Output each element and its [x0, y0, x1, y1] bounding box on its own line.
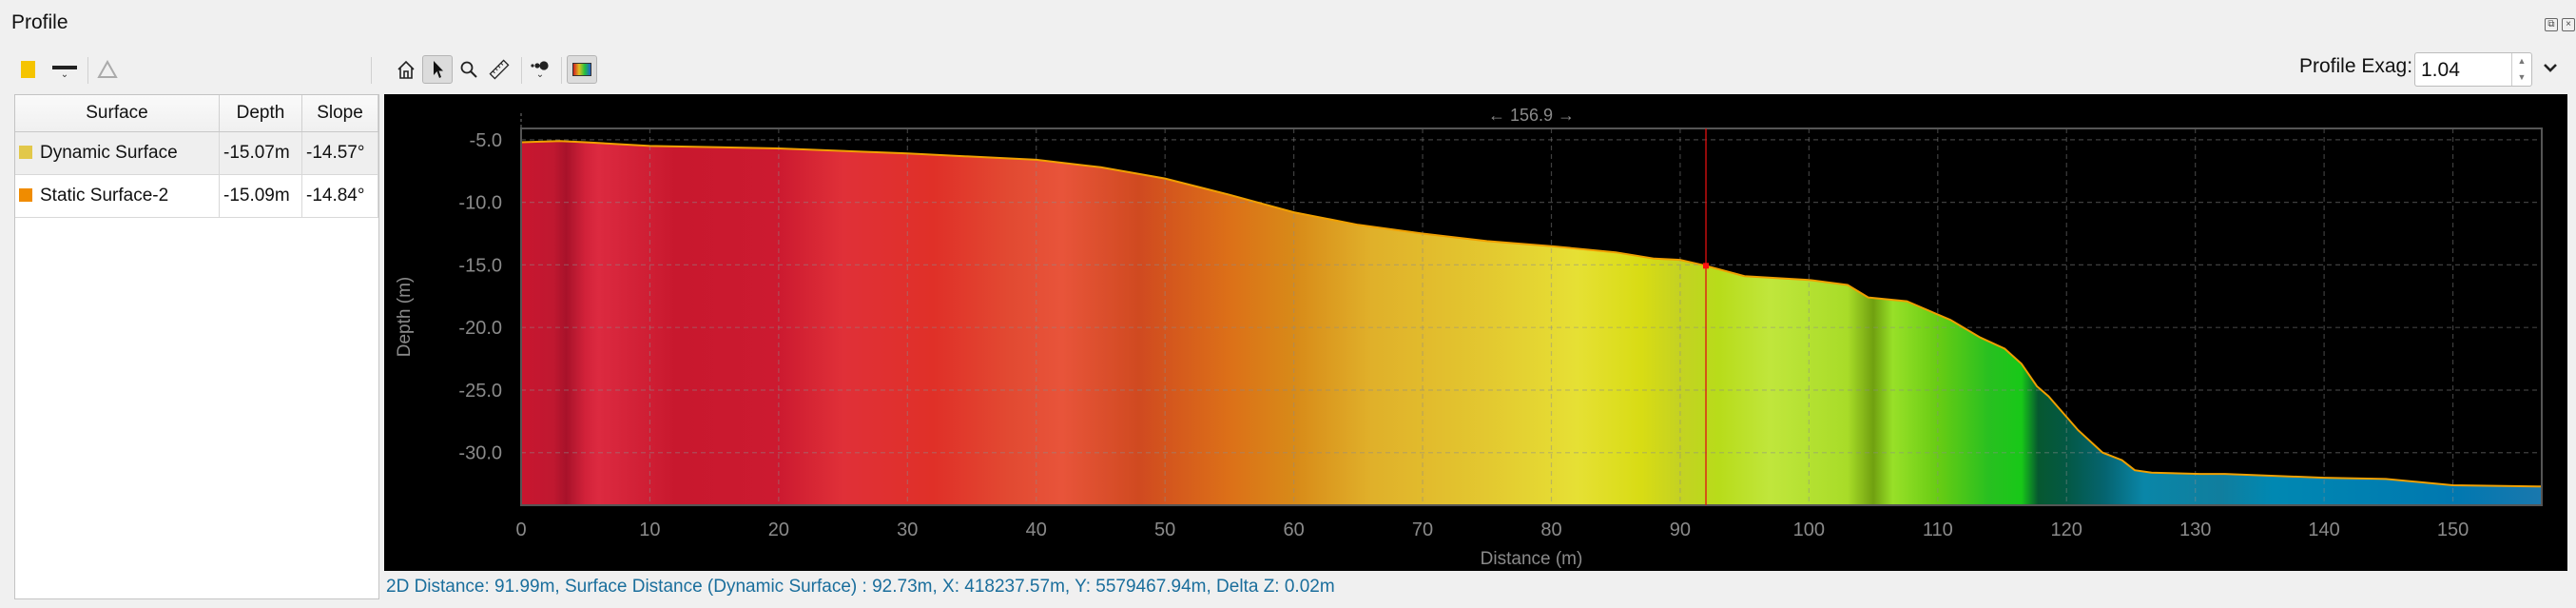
x-tick-label: 10 [639, 520, 660, 540]
line-style-icon [52, 65, 77, 69]
y-tick-label: -5.0 [470, 130, 502, 151]
column-header-surface[interactable]: Surface [15, 95, 220, 132]
profile-chart-svg[interactable]: 0 10 20 30 40 50 60 70 80 90 100 110 120 130 140 150 -5.… [384, 94, 2567, 571]
x-tick-label: 80 [1540, 520, 1561, 540]
pointer-icon [434, 61, 443, 78]
options-dropdown[interactable] [2541, 53, 2562, 82]
surface-name: Dynamic Surface [40, 143, 178, 163]
panel-title: Profile [11, 11, 68, 33]
x-tick-label: 90 [1670, 520, 1691, 540]
profile-line [520, 140, 2543, 488]
x-tick-label: 30 [897, 520, 918, 540]
depth-cell: -15.07m [219, 131, 302, 175]
x-tick-label: 60 [1283, 520, 1304, 540]
depth-cell: -15.09m [219, 174, 302, 218]
color-swatch-button[interactable] [17, 55, 38, 84]
x-tick-label: 110 [1923, 520, 1953, 540]
profile-exag-spinbox[interactable]: 1.04 ▲ ▼ [2414, 52, 2532, 87]
zoom-icon [460, 61, 477, 78]
x-tick-label: 50 [1154, 520, 1175, 540]
table-row[interactable]: Static Surface-2 -15.09m -14.84° [15, 174, 378, 218]
surface-color-swatch [19, 188, 32, 202]
profile-area [521, 141, 2542, 505]
ruler-button[interactable] [487, 55, 512, 84]
y-axis-label: Depth (m) [395, 277, 415, 357]
surface-cell: Static Surface-2 [15, 174, 220, 218]
spin-up-icon[interactable]: ▲ [2511, 53, 2531, 69]
table-header: Surface Depth Slope [15, 95, 378, 132]
colormap-button[interactable] [567, 55, 597, 84]
chevron-down-icon [2544, 64, 2557, 72]
profile-chart[interactable]: 0 10 20 30 40 50 60 70 80 90 100 110 120 130 140 150 -5.… [384, 94, 2567, 571]
y-tick-label: -10.0 [458, 193, 502, 214]
plot-frame [520, 127, 2543, 506]
triangle-icon [97, 60, 118, 78]
slope-cell: -14.84° [301, 174, 378, 218]
status-bar-text: 2D Distance: 91.99m, Surface Distance (D… [386, 577, 1335, 597]
restore-icon[interactable]: ⧉ [2545, 18, 2558, 31]
x-tick-label: 0 [515, 520, 526, 540]
zoom-button[interactable] [457, 55, 480, 84]
surface-name: Static Surface-2 [40, 186, 169, 206]
close-icon[interactable]: × [2562, 18, 2575, 31]
x-tick-label: 120 [2051, 520, 2082, 540]
x-tick-label: 130 [2179, 520, 2211, 540]
x-tick-label: 140 [2308, 520, 2339, 540]
colormap-icon [572, 63, 591, 76]
profile-exag-label: Profile Exag: [2299, 55, 2413, 77]
home-button[interactable] [395, 55, 417, 84]
y-tick-label: -20.0 [458, 318, 502, 339]
chevron-down-icon: ⌄ [60, 69, 69, 80]
slope-cell: -14.57° [301, 131, 378, 175]
points-dropdown[interactable]: ⌄ [527, 55, 553, 84]
triangle-button[interactable] [95, 55, 120, 84]
column-header-depth[interactable]: Depth [219, 95, 302, 132]
profile-exag-value[interactable]: 1.04 [2421, 59, 2460, 81]
line-style-dropdown[interactable]: ⌄ [49, 55, 80, 84]
pointer-button[interactable] [422, 55, 453, 84]
surface-cell: Dynamic Surface [15, 131, 220, 175]
color-swatch-icon [20, 61, 35, 78]
y-tick-label: -25.0 [458, 381, 502, 402]
table-row[interactable]: Dynamic Surface -15.07m -14.57° [15, 131, 378, 175]
column-header-slope[interactable]: Slope [301, 95, 378, 132]
x-axis-label: Distance (m) [1481, 549, 1583, 569]
x-tick-label: 100 [1793, 520, 1825, 540]
cursor-marker [1703, 263, 1710, 269]
y-tick-label: -15.0 [458, 255, 502, 276]
span-length-label: ← 156.9 → [1488, 106, 1575, 125]
chevron-down-icon: ⌄ [535, 69, 545, 80]
surface-table: Surface Depth Slope Dynamic Surface -15.… [14, 94, 379, 599]
ruler-icon [489, 59, 510, 80]
x-tick-label: 70 [1412, 520, 1433, 540]
points-icon [531, 61, 549, 70]
surface-color-swatch [19, 146, 32, 159]
spin-down-icon[interactable]: ▼ [2511, 69, 2531, 86]
x-tick-label: 150 [2437, 520, 2469, 540]
home-icon [397, 60, 415, 79]
x-tick-label: 20 [768, 520, 789, 540]
y-tick-label: -30.0 [458, 443, 502, 464]
x-tick-label: 40 [1026, 520, 1047, 540]
